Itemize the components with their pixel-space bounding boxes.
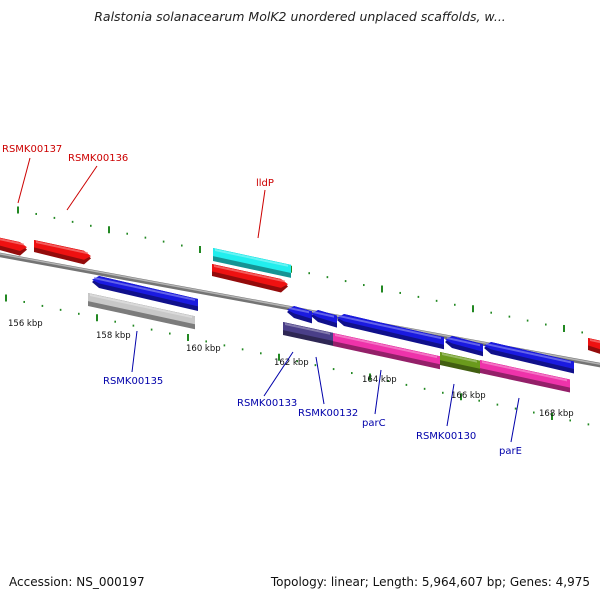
feature-RSMK00133-product-highlight (285, 323, 330, 335)
topology-summary: Topology: linear; Length: 5,964,607 bp; … (270, 575, 590, 589)
label-leader-RSMK00132-product (315, 356, 325, 405)
tick-label: 156 kbp (8, 319, 43, 329)
label-leader-parC-product (374, 369, 382, 415)
label-leader-RSMK00136 (66, 165, 98, 211)
feature-RSMK00132-product-highlight (335, 334, 437, 359)
tick-label: 162 kbp (274, 358, 309, 368)
feature-lldP-product-highlight (215, 249, 288, 267)
feature-frag-right-red-highlight (590, 339, 600, 344)
label-leader-parE-label-only (510, 397, 520, 443)
tick-label: 158 kbp (96, 331, 131, 341)
feature-parC-highlight (339, 315, 441, 340)
gene-label-RSMK00136: RSMK00136 (68, 153, 128, 164)
label-leader-lldP (257, 189, 266, 239)
gene-label-parC-product: parC (362, 418, 386, 429)
feature-RSMK00130-product-highlight (482, 361, 567, 382)
gene-label-lldP: lldP (256, 178, 274, 189)
tick-label: 160 kbp (186, 344, 221, 354)
gene-label-RSMK00133-product: RSMK00133 (237, 398, 297, 409)
tick-label: 168 kbp (539, 409, 574, 419)
label-leader-RSMK00137-label-only (17, 157, 31, 204)
tick-label: 166 kbp (451, 391, 486, 401)
feature-RSMK00136-highlight (36, 241, 88, 255)
label-leader-RSMK00133-product (263, 351, 294, 397)
gene-label-RSMK00135: RSMK00135 (103, 376, 163, 387)
gene-label-parE-label-only: parE (499, 446, 522, 457)
feature-RSMK00133-highlight (289, 307, 309, 314)
gene-label-RSMK00130-product: RSMK00130 (416, 431, 476, 442)
feature-frag-left-red-highlight (0, 238, 24, 246)
feature-lldP-highlight (214, 265, 285, 283)
feature-parE-highlight (486, 343, 571, 364)
page-title: Ralstonia solanacearum MolK2 unordered u… (94, 9, 506, 24)
accession-text: Accession: NS_000197 (9, 575, 145, 589)
gene-label-RSMK00132-product: RSMK00132 (298, 408, 358, 419)
feature-RSMK00130-highlight (447, 337, 480, 347)
feature-RSMK00135-product-highlight (90, 294, 192, 319)
label-leader-RSMK00135 (131, 330, 138, 373)
feature-RSMK00135-highlight (94, 277, 195, 301)
feature-parC-product-highlight (442, 353, 477, 363)
gene-label-RSMK00137-label-only: RSMK00137 (2, 144, 62, 155)
feature-RSMK00132-highlight (313, 311, 334, 318)
label-leader-RSMK00130-product (446, 383, 455, 427)
